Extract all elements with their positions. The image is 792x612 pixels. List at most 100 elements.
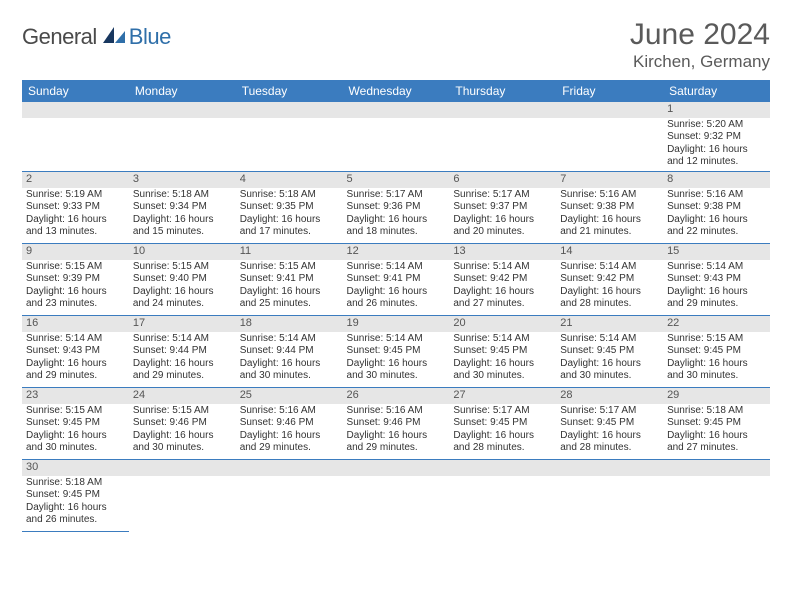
day-body: Sunrise: 5:15 AMSunset: 9:40 PMDaylight:… xyxy=(129,260,236,313)
day-number xyxy=(663,460,770,476)
day-body: Sunrise: 5:17 AMSunset: 9:45 PMDaylight:… xyxy=(556,404,663,457)
calendar-cell: 17Sunrise: 5:14 AMSunset: 9:44 PMDayligh… xyxy=(129,315,236,387)
day-number: 13 xyxy=(449,244,556,260)
day-number xyxy=(236,102,343,118)
daylight-text: Daylight: 16 hours and 29 minutes. xyxy=(133,358,232,383)
day-number: 18 xyxy=(236,316,343,332)
day-body: Sunrise: 5:14 AMSunset: 9:43 PMDaylight:… xyxy=(22,332,129,385)
sunset-text: Sunset: 9:43 PM xyxy=(26,345,125,358)
sunset-text: Sunset: 9:45 PM xyxy=(453,345,552,358)
daylight-text: Daylight: 16 hours and 29 minutes. xyxy=(240,430,339,455)
calendar-row: 16Sunrise: 5:14 AMSunset: 9:43 PMDayligh… xyxy=(22,315,770,387)
sunset-text: Sunset: 9:45 PM xyxy=(560,417,659,430)
calendar-cell xyxy=(343,102,450,171)
day-body: Sunrise: 5:17 AMSunset: 9:45 PMDaylight:… xyxy=(449,404,556,457)
calendar-cell: 29Sunrise: 5:18 AMSunset: 9:45 PMDayligh… xyxy=(663,387,770,459)
logo-text-blue: Blue xyxy=(129,24,171,50)
calendar-cell: 22Sunrise: 5:15 AMSunset: 9:45 PMDayligh… xyxy=(663,315,770,387)
day-number: 12 xyxy=(343,244,450,260)
logo: General Blue xyxy=(22,18,171,50)
calendar-cell xyxy=(236,102,343,171)
calendar-cell: 19Sunrise: 5:14 AMSunset: 9:45 PMDayligh… xyxy=(343,315,450,387)
daylight-text: Daylight: 16 hours and 30 minutes. xyxy=(347,358,446,383)
daylight-text: Daylight: 16 hours and 30 minutes. xyxy=(667,358,766,383)
daylight-text: Daylight: 16 hours and 29 minutes. xyxy=(667,286,766,311)
day-body: Sunrise: 5:14 AMSunset: 9:44 PMDaylight:… xyxy=(236,332,343,385)
sunrise-text: Sunrise: 5:17 AM xyxy=(560,405,659,418)
calendar-cell: 8Sunrise: 5:16 AMSunset: 9:38 PMDaylight… xyxy=(663,171,770,243)
sunrise-text: Sunrise: 5:15 AM xyxy=(240,261,339,274)
day-number xyxy=(22,102,129,118)
calendar-table: Sunday Monday Tuesday Wednesday Thursday… xyxy=(22,80,770,532)
day-body: Sunrise: 5:15 AMSunset: 9:41 PMDaylight:… xyxy=(236,260,343,313)
calendar-cell xyxy=(343,459,450,531)
sunrise-text: Sunrise: 5:18 AM xyxy=(240,189,339,202)
day-number xyxy=(449,460,556,476)
sunset-text: Sunset: 9:38 PM xyxy=(667,201,766,214)
day-number xyxy=(556,102,663,118)
sunrise-text: Sunrise: 5:15 AM xyxy=(667,333,766,346)
day-body: Sunrise: 5:14 AMSunset: 9:45 PMDaylight:… xyxy=(343,332,450,385)
calendar-row: 1Sunrise: 5:20 AMSunset: 9:32 PMDaylight… xyxy=(22,102,770,171)
calendar-cell: 15Sunrise: 5:14 AMSunset: 9:43 PMDayligh… xyxy=(663,243,770,315)
calendar-row: 23Sunrise: 5:15 AMSunset: 9:45 PMDayligh… xyxy=(22,387,770,459)
sunrise-text: Sunrise: 5:16 AM xyxy=(667,189,766,202)
weekday-row: Sunday Monday Tuesday Wednesday Thursday… xyxy=(22,80,770,102)
day-number: 22 xyxy=(663,316,770,332)
calendar-cell: 14Sunrise: 5:14 AMSunset: 9:42 PMDayligh… xyxy=(556,243,663,315)
daylight-text: Daylight: 16 hours and 22 minutes. xyxy=(667,214,766,239)
daylight-text: Daylight: 16 hours and 28 minutes. xyxy=(560,430,659,455)
sunset-text: Sunset: 9:40 PM xyxy=(133,273,232,286)
sunset-text: Sunset: 9:44 PM xyxy=(240,345,339,358)
calendar-row: 2Sunrise: 5:19 AMSunset: 9:33 PMDaylight… xyxy=(22,171,770,243)
day-number xyxy=(129,460,236,476)
daylight-text: Daylight: 16 hours and 23 minutes. xyxy=(26,286,125,311)
day-body: Sunrise: 5:14 AMSunset: 9:42 PMDaylight:… xyxy=(556,260,663,313)
calendar-cell xyxy=(449,459,556,531)
weekday-header: Wednesday xyxy=(343,80,450,102)
sunrise-text: Sunrise: 5:15 AM xyxy=(133,261,232,274)
sunrise-text: Sunrise: 5:18 AM xyxy=(667,405,766,418)
logo-text-dark: General xyxy=(22,24,97,50)
sunrise-text: Sunrise: 5:15 AM xyxy=(133,405,232,418)
calendar-cell: 13Sunrise: 5:14 AMSunset: 9:42 PMDayligh… xyxy=(449,243,556,315)
calendar-cell: 21Sunrise: 5:14 AMSunset: 9:45 PMDayligh… xyxy=(556,315,663,387)
day-number: 17 xyxy=(129,316,236,332)
day-number xyxy=(343,460,450,476)
daylight-text: Daylight: 16 hours and 18 minutes. xyxy=(347,214,446,239)
calendar-cell xyxy=(449,102,556,171)
calendar-cell xyxy=(129,459,236,531)
sunset-text: Sunset: 9:43 PM xyxy=(667,273,766,286)
daylight-text: Daylight: 16 hours and 30 minutes. xyxy=(240,358,339,383)
sunset-text: Sunset: 9:37 PM xyxy=(453,201,552,214)
weekday-header: Monday xyxy=(129,80,236,102)
daylight-text: Daylight: 16 hours and 12 minutes. xyxy=(667,144,766,169)
daylight-text: Daylight: 16 hours and 28 minutes. xyxy=(453,430,552,455)
sunset-text: Sunset: 9:34 PM xyxy=(133,201,232,214)
sunrise-text: Sunrise: 5:14 AM xyxy=(26,333,125,346)
calendar-cell: 3Sunrise: 5:18 AMSunset: 9:34 PMDaylight… xyxy=(129,171,236,243)
day-number xyxy=(556,460,663,476)
daylight-text: Daylight: 16 hours and 21 minutes. xyxy=(560,214,659,239)
calendar-row: 9Sunrise: 5:15 AMSunset: 9:39 PMDaylight… xyxy=(22,243,770,315)
sail-icon xyxy=(101,25,127,45)
sunset-text: Sunset: 9:35 PM xyxy=(240,201,339,214)
calendar-cell: 9Sunrise: 5:15 AMSunset: 9:39 PMDaylight… xyxy=(22,243,129,315)
calendar-cell: 11Sunrise: 5:15 AMSunset: 9:41 PMDayligh… xyxy=(236,243,343,315)
daylight-text: Daylight: 16 hours and 30 minutes. xyxy=(26,430,125,455)
sunset-text: Sunset: 9:45 PM xyxy=(347,345,446,358)
day-number: 16 xyxy=(22,316,129,332)
daylight-text: Daylight: 16 hours and 26 minutes. xyxy=(347,286,446,311)
daylight-text: Daylight: 16 hours and 30 minutes. xyxy=(453,358,552,383)
daylight-text: Daylight: 16 hours and 15 minutes. xyxy=(133,214,232,239)
day-body: Sunrise: 5:15 AMSunset: 9:45 PMDaylight:… xyxy=(663,332,770,385)
day-body: Sunrise: 5:18 AMSunset: 9:45 PMDaylight:… xyxy=(22,476,129,529)
calendar-cell: 18Sunrise: 5:14 AMSunset: 9:44 PMDayligh… xyxy=(236,315,343,387)
day-body: Sunrise: 5:16 AMSunset: 9:46 PMDaylight:… xyxy=(343,404,450,457)
sunset-text: Sunset: 9:45 PM xyxy=(26,417,125,430)
daylight-text: Daylight: 16 hours and 29 minutes. xyxy=(347,430,446,455)
day-number: 3 xyxy=(129,172,236,188)
sunset-text: Sunset: 9:45 PM xyxy=(26,489,125,502)
day-body: Sunrise: 5:14 AMSunset: 9:42 PMDaylight:… xyxy=(449,260,556,313)
sunrise-text: Sunrise: 5:14 AM xyxy=(667,261,766,274)
